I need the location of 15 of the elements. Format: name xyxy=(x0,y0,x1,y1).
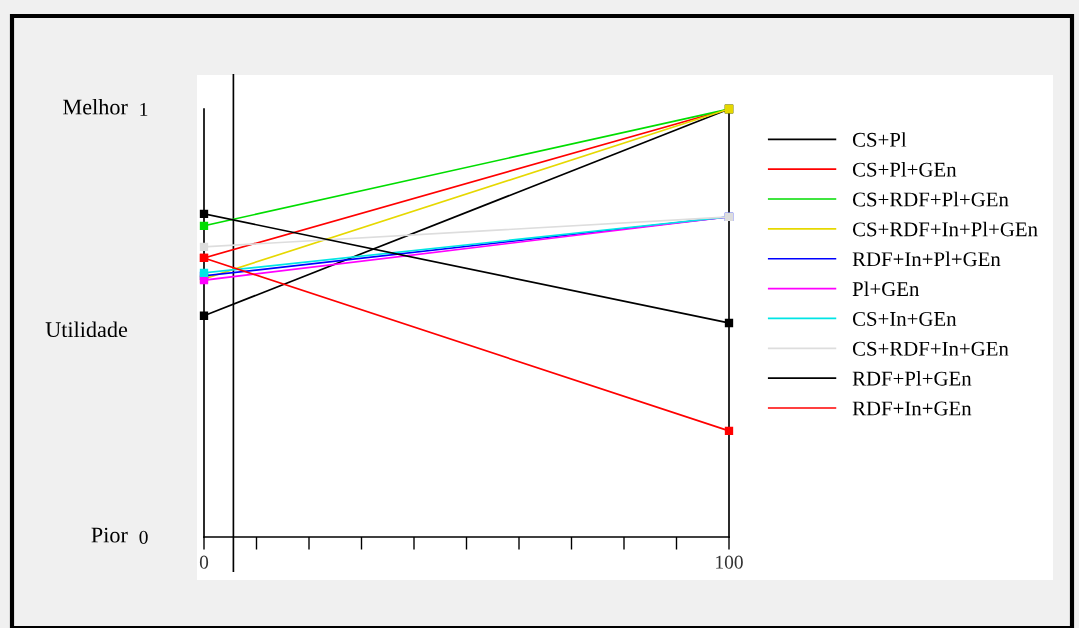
y-tick-label: 1 xyxy=(140,102,148,116)
x-tick-label: 100 xyxy=(716,555,743,569)
legend-label: CS+Pl xyxy=(852,132,907,147)
legend-label: RDF+In+Pl+GEn xyxy=(852,251,1001,267)
legend-label: RDF+In+GEn xyxy=(852,401,972,416)
legend-label: CS+Pl+GEn xyxy=(852,162,957,177)
legend-label: CS+RDF+In+GEn xyxy=(852,341,1009,356)
legend-label: CS+RDF+Pl+GEn xyxy=(852,191,1009,207)
y-axis-title: Utilidade xyxy=(45,321,128,338)
legend-label: Pl+GEn xyxy=(852,281,920,297)
text: Melhor xyxy=(63,98,128,115)
legend-label: CS+In+GEn xyxy=(852,311,957,326)
legend-label: RDF+Pl+GEn xyxy=(852,370,972,386)
text: Pior xyxy=(91,527,128,543)
legend-label: CS+RDF+In+Pl+GEn xyxy=(852,221,1038,237)
